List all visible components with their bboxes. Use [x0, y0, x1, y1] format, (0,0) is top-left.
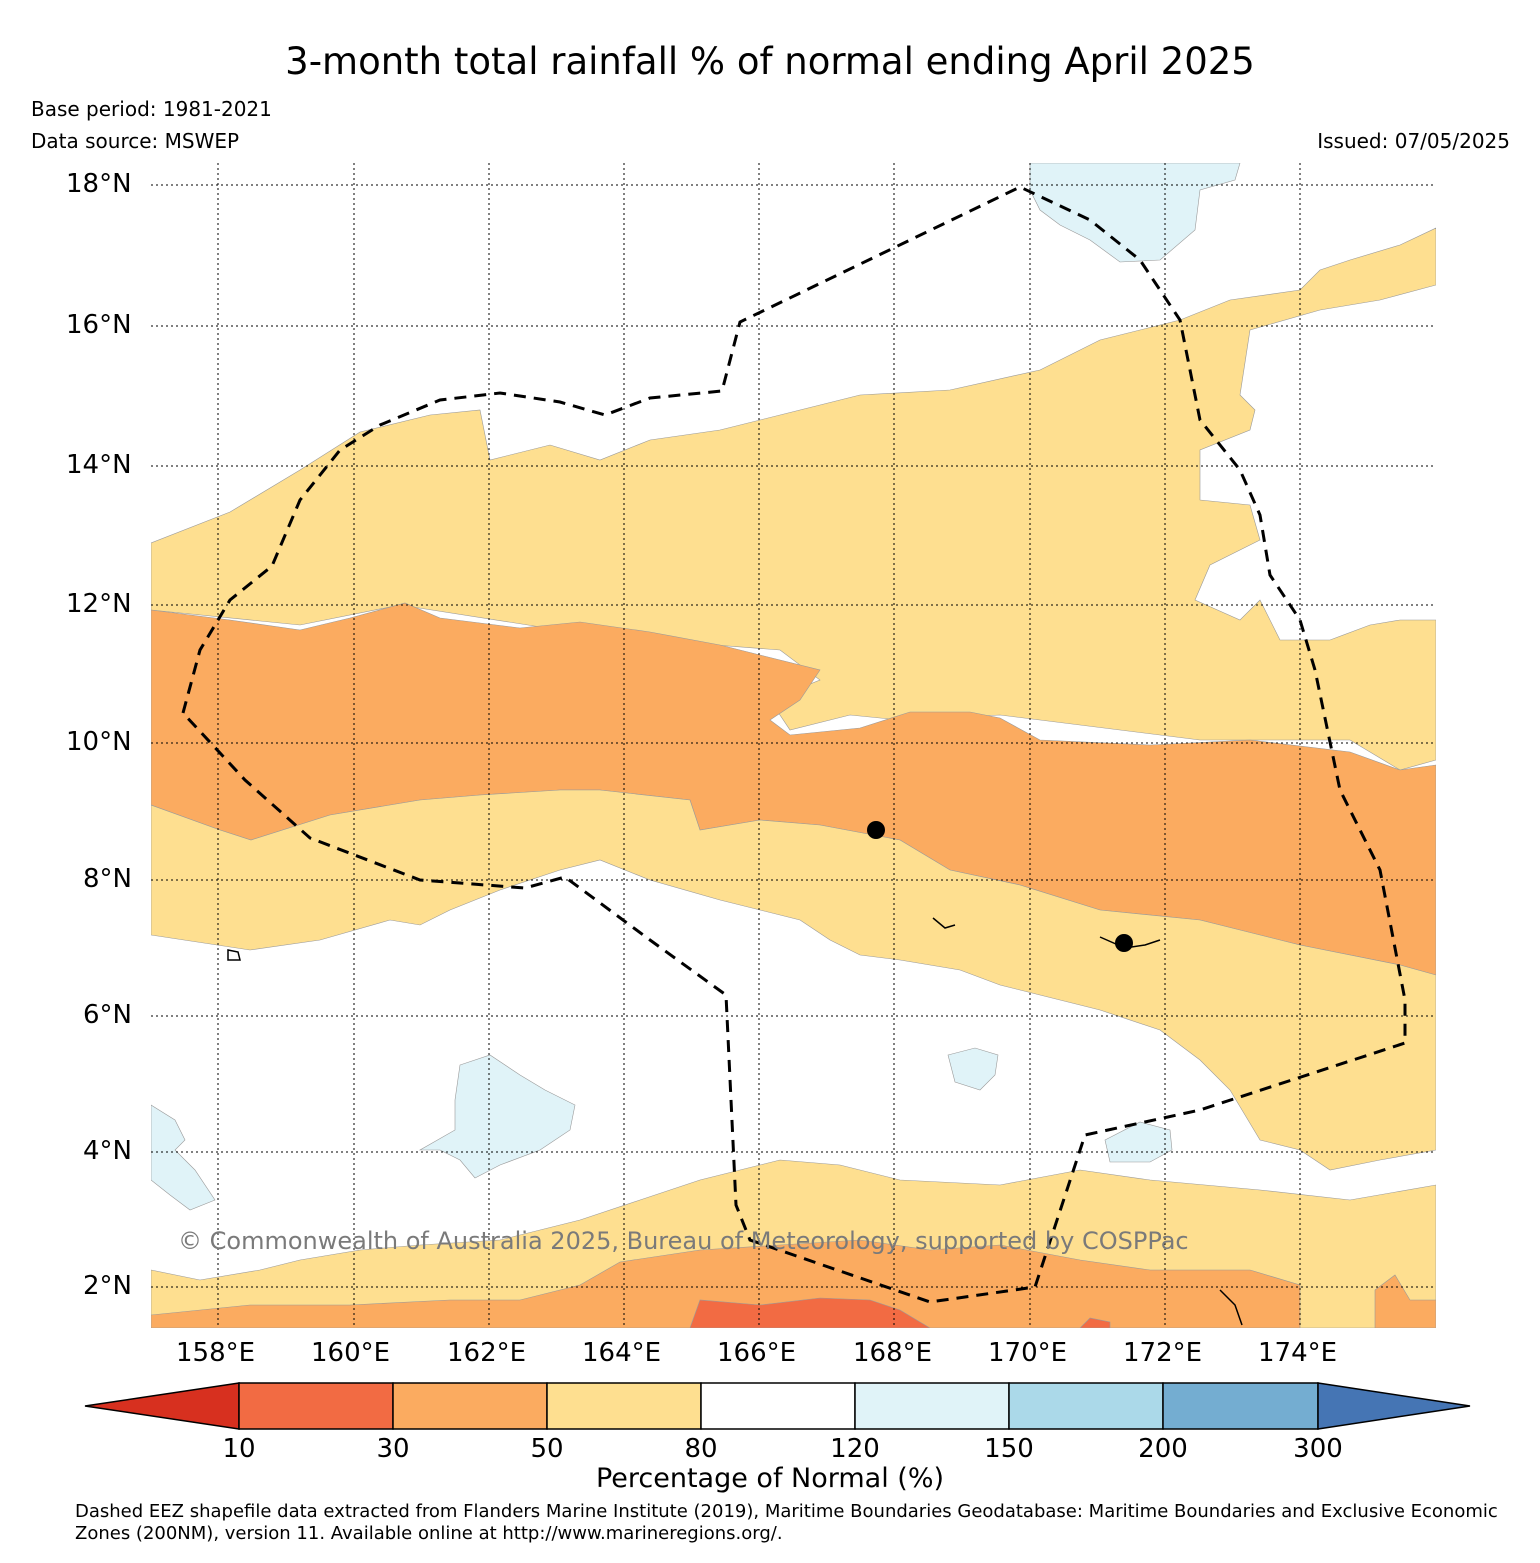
- lon-label-160: 160°E: [311, 1338, 391, 1368]
- colorbar-bin-50-80: [546, 1382, 702, 1430]
- colorbar-bin-200-300: [1162, 1382, 1319, 1430]
- atoll-outline-1: [1099, 936, 1161, 949]
- gridlines: [151, 163, 1436, 1328]
- map-plot-area: [151, 163, 1436, 1328]
- colorbar-tick-50: 50: [530, 1434, 564, 1464]
- lon-label-172: 172°E: [1123, 1338, 1203, 1368]
- colorbar-tick-80: 80: [684, 1434, 718, 1464]
- atoll-outline-3: [227, 949, 241, 961]
- band-30-50-southeast: [1374, 1274, 1436, 1328]
- colorbar-tick-150: 150: [984, 1434, 1034, 1464]
- lat-label-16: 16°N: [66, 310, 132, 340]
- band-10-30-south-2: [1079, 1317, 1111, 1328]
- lat-label-2: 2°N: [83, 1271, 132, 1301]
- wet-patch-north: [1029, 163, 1241, 263]
- lon-label-170: 170°E: [988, 1338, 1068, 1368]
- colorbar-bin-120-150: [854, 1382, 1010, 1430]
- copyright-watermark: © Commonwealth of Australia 2025, Bureau…: [178, 1227, 1189, 1255]
- chart-title: 3-month total rainfall % of normal endin…: [285, 40, 1255, 83]
- lat-label-14: 14°N: [66, 450, 132, 480]
- eez-credit-note: Dashed EEZ shapefile data extracted from…: [75, 1501, 1498, 1544]
- colorbar-tick-120: 120: [830, 1434, 880, 1464]
- lon-label-174: 174°E: [1258, 1338, 1338, 1368]
- atoll-outline-2: [932, 917, 956, 929]
- data-source: Data source: MSWEP: [31, 129, 240, 153]
- colorbar-tick-30: 30: [376, 1434, 410, 1464]
- colorbar-bin-80-120: [700, 1382, 856, 1430]
- lon-label-162: 162°E: [447, 1338, 527, 1368]
- lon-label-158: 158°E: [176, 1338, 256, 1368]
- colorbar-bin-150-200: [1008, 1382, 1164, 1430]
- lat-label-12: 12°N: [66, 589, 132, 619]
- wet-patch-west: [151, 1104, 216, 1211]
- lat-label-6: 6°N: [83, 1000, 132, 1030]
- colorbar-bin-10-30: [238, 1382, 394, 1430]
- band-50-80-north: [151, 227, 1436, 771]
- colorbar-extend-low: [84, 1382, 240, 1430]
- lon-label-166: 166°E: [717, 1338, 797, 1368]
- wet-patch-southwest: [418, 1054, 576, 1179]
- lat-label-18: 18°N: [66, 169, 132, 199]
- lon-label-168: 168°E: [853, 1338, 933, 1368]
- colorbar-extend-high: [1317, 1382, 1471, 1430]
- colorbar-tick-300: 300: [1293, 1434, 1343, 1464]
- issued-date: Issued: 07/05/2025: [1317, 129, 1510, 153]
- wet-patch-central: [947, 1047, 999, 1091]
- island-marker-2: [1115, 934, 1133, 952]
- colorbar-title: Percentage of Normal (%): [595, 1463, 945, 1494]
- colorbar-tick-200: 200: [1138, 1434, 1188, 1464]
- band-10-30-south: [689, 1297, 931, 1328]
- island-marker-1: [867, 821, 885, 839]
- lat-label-10: 10°N: [66, 727, 132, 757]
- colorbar-tick-10: 10: [222, 1434, 256, 1464]
- lon-label-164: 164°E: [582, 1338, 662, 1368]
- colorbar: [84, 1382, 1471, 1430]
- lat-label-8: 8°N: [83, 864, 132, 894]
- lat-label-4: 4°N: [83, 1136, 132, 1166]
- base-period: Base period: 1981-2021: [31, 97, 272, 121]
- colorbar-bin-30-50: [392, 1382, 548, 1430]
- atoll-outline-4: [1219, 1289, 1243, 1326]
